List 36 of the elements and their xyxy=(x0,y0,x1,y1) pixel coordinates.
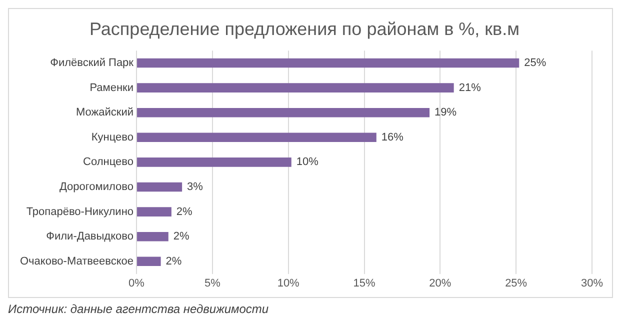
chart-title: Распределение предложения по районам в %, кв.м xyxy=(90,18,520,39)
y-tick-label: Филёвский Парк xyxy=(50,57,134,70)
bar xyxy=(137,158,292,167)
bar xyxy=(137,256,161,266)
text: Источник: данные агентства недвижимости xyxy=(8,302,270,316)
bar xyxy=(137,83,454,92)
y-tick-label: Дорогомилово xyxy=(59,181,134,194)
data-label: 2% xyxy=(176,206,193,218)
data-label: 2% xyxy=(166,255,182,268)
y-tick-label: Раменки xyxy=(90,82,134,94)
y-tick-label: Фили-Давыдково xyxy=(46,230,134,243)
data-label: 19% xyxy=(434,106,457,119)
y-tick-label: Очаково-Матвеевское xyxy=(20,255,134,268)
x-tick-label: 25% xyxy=(505,277,528,290)
data-label: 16% xyxy=(381,131,404,144)
x-tick-label: 30% xyxy=(580,277,604,290)
data-label: 10% xyxy=(296,156,319,168)
data-label: 25% xyxy=(524,57,546,70)
y-tick-label: Тропарёво-Никулино xyxy=(26,206,134,218)
y-tick-label: Солнцево xyxy=(83,156,134,168)
x-tick-label: 5% xyxy=(204,277,221,290)
x-tick-label: 15% xyxy=(353,277,376,290)
x-tick-label: 20% xyxy=(429,277,452,290)
x-tick-label: 0% xyxy=(128,277,145,290)
data-label: 21% xyxy=(458,82,482,94)
bar xyxy=(137,132,376,142)
bar xyxy=(137,108,430,118)
y-tick-label: Можайский xyxy=(76,106,134,119)
bar xyxy=(137,207,172,216)
data-label: 2% xyxy=(173,230,190,243)
bar xyxy=(137,182,182,192)
data-label: 3% xyxy=(187,181,204,194)
x-tick-label: 10% xyxy=(277,277,300,290)
bar xyxy=(137,58,520,68)
y-tick-label: Кунцево xyxy=(91,131,134,144)
bar xyxy=(137,232,168,242)
